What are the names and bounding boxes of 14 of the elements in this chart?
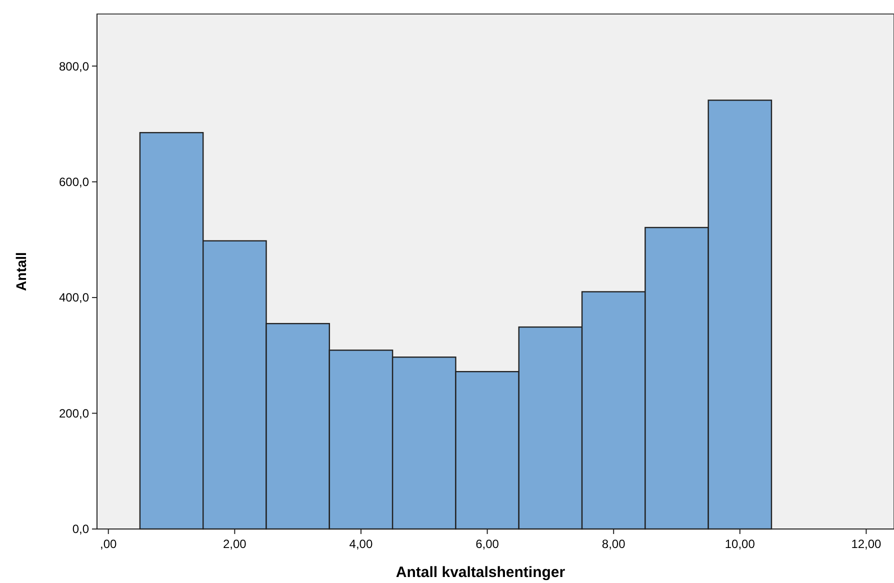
x-tick-label: 6,00	[476, 537, 500, 551]
x-axis-title: Antall kvaltalshentinger	[396, 564, 566, 581]
x-tick-label: 10,00	[724, 537, 756, 551]
y-tick-label: 600,0	[58, 175, 90, 190]
y-tick-label: 800,0	[58, 59, 90, 74]
x-tick-label: 12,00	[851, 537, 882, 551]
x-tick-label: ,00	[100, 537, 118, 551]
y-axis-title: Antall	[13, 252, 29, 291]
y-tick-label: 400,0	[58, 290, 90, 305]
y-tick-label: 0,0	[72, 522, 90, 536]
x-tick-label: 2,00	[222, 537, 247, 551]
x-tick-label: 8,00	[602, 537, 626, 551]
x-tick-label: 4,00	[349, 537, 373, 551]
y-tick-label: 200,0	[58, 406, 90, 420]
